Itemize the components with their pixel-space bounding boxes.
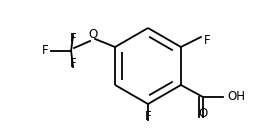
Text: F: F [70,32,76,45]
Text: F: F [70,57,76,70]
Text: F: F [42,44,48,58]
Text: O: O [198,107,207,120]
Text: F: F [145,110,151,123]
Text: O: O [88,29,98,42]
Text: OH: OH [227,91,245,104]
Text: F: F [204,34,211,47]
